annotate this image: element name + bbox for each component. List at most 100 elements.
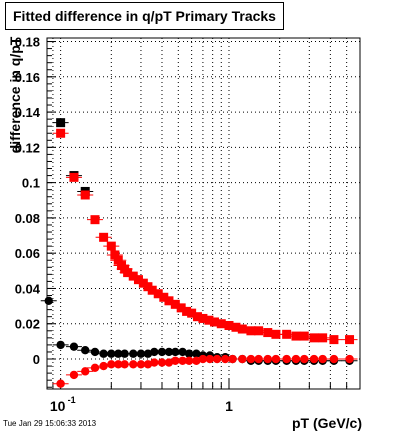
data-point (99, 349, 108, 358)
data-point (237, 324, 247, 334)
data-point (178, 347, 187, 357)
y-tick-label: 0.18 (15, 35, 40, 50)
data-point (129, 349, 138, 358)
data-point (56, 118, 66, 128)
data-point (345, 354, 354, 364)
data-point (44, 296, 53, 306)
data-point (176, 303, 186, 313)
y-tick-label: 0.06 (15, 246, 40, 261)
data-point (106, 241, 116, 251)
data-point (56, 379, 65, 388)
data-point (120, 360, 129, 369)
data-point (113, 255, 123, 265)
data-point (157, 347, 167, 357)
data-point (209, 317, 219, 327)
data-point (271, 354, 281, 364)
data-point (136, 360, 146, 369)
data-point (128, 271, 138, 281)
data-point (81, 345, 90, 355)
data-point (120, 349, 129, 358)
y-tick-label: 0.1 (22, 176, 40, 191)
x-tick-label: 10 (50, 398, 66, 414)
data-point (99, 361, 108, 371)
data-point (90, 347, 100, 357)
data-point (238, 354, 247, 364)
data-point (170, 299, 180, 309)
data-point (107, 349, 116, 358)
data-point (246, 326, 256, 336)
data-point (291, 331, 301, 341)
x-axis-label: pT (GeV/c) (292, 415, 362, 431)
data-point (192, 356, 201, 365)
data-point (192, 312, 202, 322)
data-point (318, 333, 328, 343)
data-point (254, 326, 264, 336)
data-point (164, 358, 174, 367)
data-point (299, 331, 309, 341)
data-point (110, 250, 120, 260)
data-point (187, 308, 197, 318)
data-point (56, 128, 66, 138)
y-axis: 0 0.02 0.04 0.06 0.08 0.1 0.12 0.14 0.16 0.18 (15, 35, 56, 388)
y-tick-label: 0.12 (15, 140, 40, 155)
data-point (329, 335, 339, 345)
data-point (143, 349, 153, 358)
data-point (263, 354, 272, 364)
data-point (107, 360, 116, 369)
timestamp: Tue Jan 29 15:06:33 2013 (3, 419, 97, 428)
data-point (221, 354, 230, 364)
data-point (246, 354, 256, 364)
data-point (300, 354, 309, 364)
data-point (69, 172, 79, 182)
data-point (184, 349, 194, 358)
data-point (192, 349, 201, 358)
data-point (171, 356, 180, 365)
y-axis-label: difference in q/pT (7, 36, 23, 153)
y-tick-label: 0.16 (15, 70, 40, 85)
data-point (147, 285, 157, 295)
data-point (150, 347, 159, 357)
data-point (345, 335, 355, 345)
data-point (69, 342, 79, 351)
y-tick-label: 0.04 (15, 281, 41, 296)
data-point (114, 349, 123, 358)
data-point (56, 340, 65, 350)
data-point (282, 354, 291, 364)
data-point (309, 333, 319, 343)
data-point (231, 322, 241, 332)
data-point (184, 356, 194, 365)
data-point (138, 278, 148, 288)
data-point (198, 354, 208, 364)
data-point (123, 268, 133, 278)
data-point (309, 354, 319, 364)
data-point (282, 329, 292, 339)
y-tick-label: 0.14 (15, 105, 41, 120)
data-point (143, 360, 153, 369)
data-point (178, 356, 187, 365)
data-point (81, 367, 90, 376)
x-tick-exponent: -1 (68, 395, 76, 405)
data-point (271, 329, 281, 339)
data-point (216, 319, 226, 329)
data-point (254, 354, 263, 364)
data-point (159, 292, 169, 302)
data-point (80, 190, 90, 200)
data-point (212, 354, 222, 364)
data-point (182, 306, 192, 316)
data-point (136, 349, 146, 358)
data-point (90, 215, 100, 225)
data-point (263, 328, 273, 338)
data-point (164, 296, 174, 306)
data-markers (44, 118, 355, 388)
x-axis: 10 -1 1 (50, 379, 361, 414)
data-point (204, 315, 214, 325)
data-point (99, 232, 109, 242)
data-point (90, 363, 100, 373)
data-point (228, 354, 237, 364)
data-point (157, 358, 167, 367)
plot-frame (46, 37, 361, 390)
y-tick-label: 0 (33, 352, 40, 367)
data-point (198, 313, 208, 323)
y-tick-label: 0.08 (15, 211, 40, 226)
